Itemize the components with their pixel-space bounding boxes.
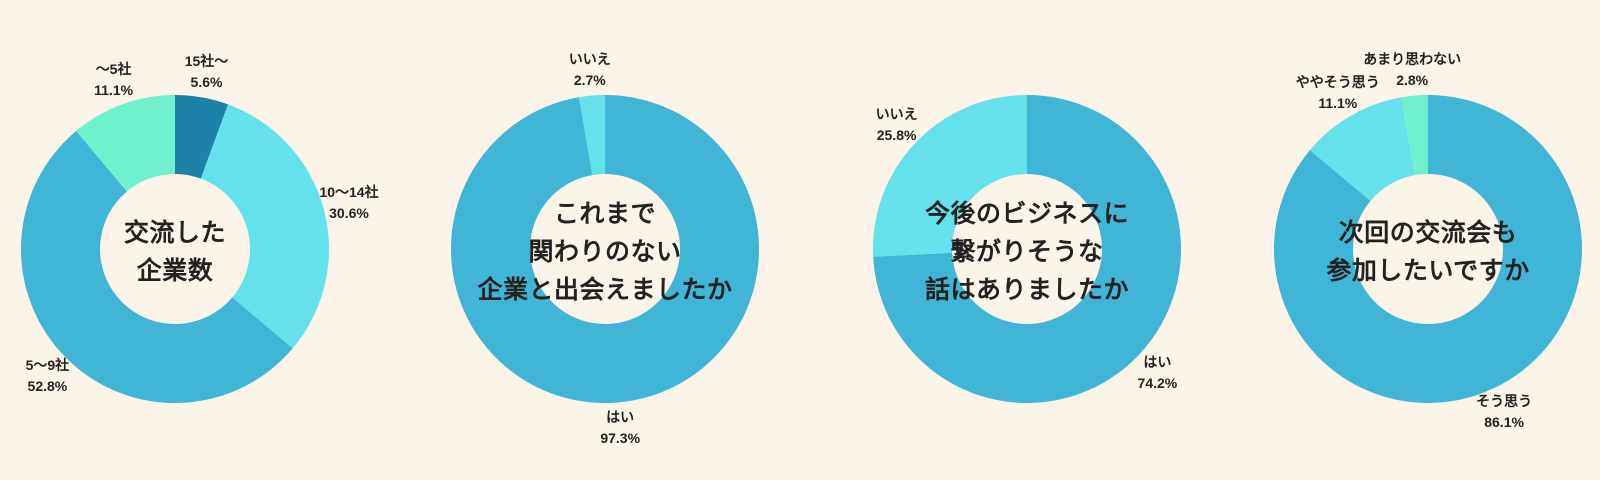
donut-slice — [873, 95, 1181, 403]
donut-slice — [872, 95, 1027, 257]
donut-chart-companies-interacted: 15社〜 5.6% 10〜14社 30.6% 5〜9社 52.8% 〜5社 11.1% 交流し… — [0, 0, 400, 480]
donut-slice — [1273, 95, 1582, 403]
donut-ring — [450, 95, 759, 403]
donut-slice — [175, 95, 229, 179]
chart-stage: はい 97.3% いいえ 2.7% これまで 関わりのない 企業と出会えましたか — [405, 0, 805, 480]
donut-slice — [76, 95, 175, 192]
donut-slice — [200, 104, 329, 349]
donut-slice — [1401, 95, 1428, 176]
donut-chart-new-company-encounters: はい 97.3% いいえ 2.7% これまで 関わりのない 企業と出会えましたか — [400, 0, 800, 480]
donut-slice — [450, 95, 759, 403]
donut-chart-business-leads: はい 74.2% いいえ 25.8% 今後のビジネスに 繋がりそうな 話はありましたか — [800, 0, 1200, 480]
donut-slice — [579, 95, 605, 176]
chart-stage: はい 74.2% いいえ 25.8% 今後のビジネスに 繋がりそうな 話はありましたか — [827, 0, 1227, 480]
donut-ring — [872, 95, 1181, 403]
donut-slice — [20, 130, 293, 404]
donut-chart-next-event-participation: そう思う 86.1% ややそう思う 11.1% あまり思わない 2.8% 次回の交流会も … — [1200, 0, 1600, 480]
donut-ring — [20, 95, 329, 404]
donut-slice — [1309, 97, 1415, 201]
donut-ring — [1273, 95, 1582, 403]
chart-stage: そう思う 86.1% ややそう思う 11.1% あまり思わない 2.8% 次回の交流会も … — [1228, 0, 1600, 480]
chart-stage: 15社〜 5.6% 10〜14社 30.6% 5〜9社 52.8% 〜5社 11.1% 交流し… — [0, 0, 379, 480]
